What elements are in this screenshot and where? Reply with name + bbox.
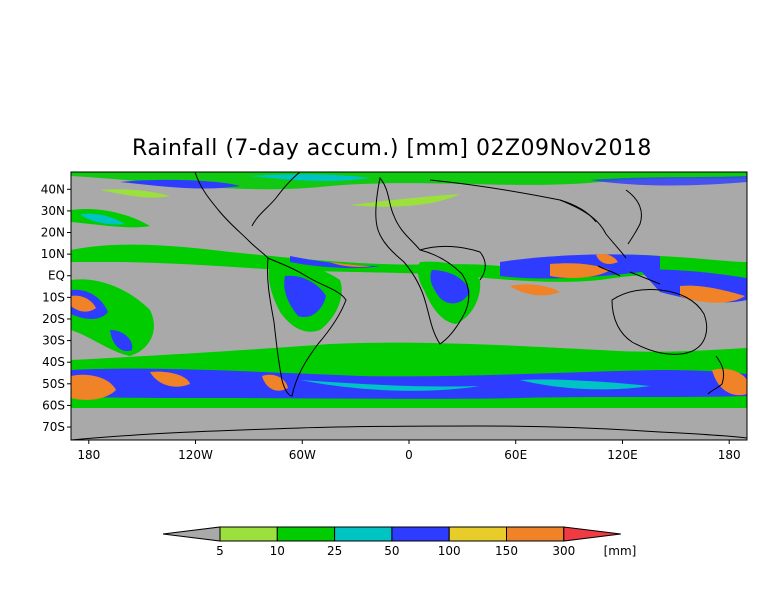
colorbar-segment bbox=[276, 526, 336, 542]
colorbar-level-label: 10 bbox=[270, 544, 285, 558]
lon-tick-label: 120E bbox=[607, 448, 638, 462]
lat-tick-label: 70S bbox=[42, 420, 65, 434]
colorbar-level-label: 5 bbox=[216, 544, 224, 558]
lat-tick-label: 60S bbox=[42, 398, 65, 412]
colorbar: 5 10 25 50 100 150 300 [mm] bbox=[162, 526, 637, 558]
colorbar-segment bbox=[219, 526, 278, 542]
colorbar-level-label: 100 bbox=[438, 544, 461, 558]
map-title: Rainfall (7-day accum.) [mm] 02Z09Nov201… bbox=[132, 136, 652, 161]
latitude-axis: 40N 30N 20N 10N EQ 10S 20S 30S 40S 50S 60S 70S bbox=[41, 182, 71, 434]
coastlines bbox=[71, 172, 747, 440]
longitude-axis: 180 120W 60W 0 60E 120E 180 bbox=[77, 440, 741, 462]
lon-tick-label: 120W bbox=[178, 448, 213, 462]
precipitation-layer bbox=[71, 172, 747, 440]
lat-tick-label: 10N bbox=[41, 247, 65, 261]
lat-tick-label: EQ bbox=[48, 269, 65, 283]
lat-tick-label: 50S bbox=[42, 377, 65, 391]
lat-tick-label: 40N bbox=[41, 182, 65, 196]
colorbar-level-label: 300 bbox=[552, 544, 575, 558]
colorbar-level-label: 50 bbox=[384, 544, 399, 558]
colorbar-segment bbox=[334, 526, 393, 542]
colorbar-level-label: 25 bbox=[327, 544, 342, 558]
lat-tick-label: 30S bbox=[42, 334, 65, 348]
lat-tick-label: 40S bbox=[42, 355, 65, 369]
lon-tick-label: 60E bbox=[504, 448, 527, 462]
colorbar-segment bbox=[391, 526, 450, 542]
lon-tick-label: 180 bbox=[718, 448, 741, 462]
colorbar-segment bbox=[448, 526, 508, 542]
lat-tick-label: 30N bbox=[41, 204, 65, 218]
colorbar-level-label: 150 bbox=[495, 544, 518, 558]
lat-tick-label: 20S bbox=[42, 312, 65, 326]
colorbar-high-triangle bbox=[563, 526, 621, 542]
colorbar-low-triangle bbox=[162, 526, 221, 542]
colorbar-segment bbox=[506, 526, 565, 542]
lon-tick-label: 60W bbox=[289, 448, 316, 462]
lon-tick-label: 0 bbox=[405, 448, 413, 462]
lon-tick-label: 180 bbox=[77, 448, 100, 462]
lat-tick-label: 10S bbox=[42, 290, 65, 304]
lat-tick-label: 20N bbox=[41, 226, 65, 240]
colorbar-unit-label: [mm] bbox=[604, 544, 637, 558]
